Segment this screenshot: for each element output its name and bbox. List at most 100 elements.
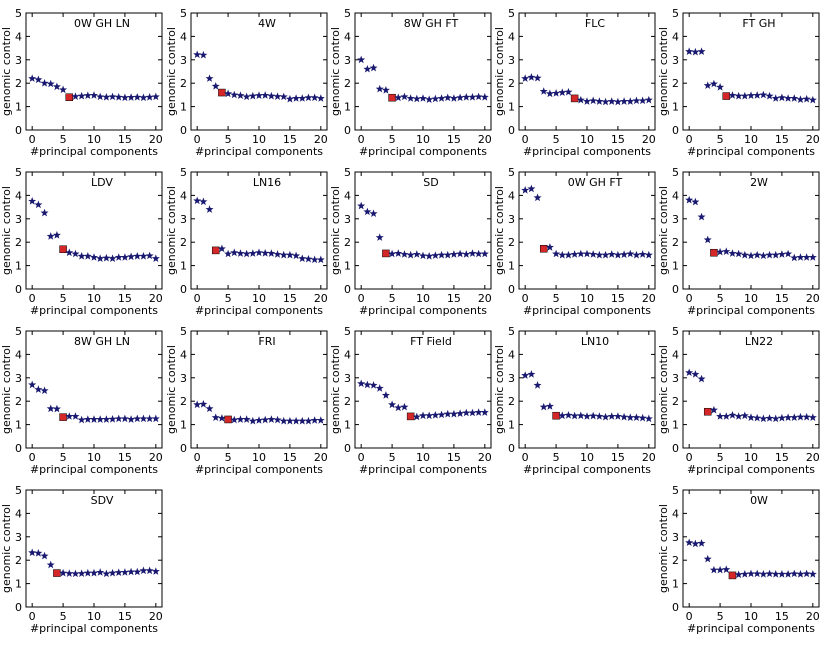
data-point-star	[740, 250, 749, 259]
y-tick-label: 3	[15, 372, 22, 385]
data-point-star	[255, 248, 263, 257]
data-point-star	[52, 82, 61, 91]
x-tick-label: 20	[149, 133, 163, 146]
data-point-star	[734, 570, 743, 579]
data-point-star	[400, 92, 409, 101]
x-tick-label: 5	[553, 292, 560, 305]
y-tick-label: 4	[15, 507, 22, 520]
selected-point-marker	[382, 249, 390, 258]
data-point-star	[777, 93, 786, 102]
data-point-star	[777, 413, 786, 422]
data-point-star	[753, 413, 762, 422]
data-point-star	[285, 250, 294, 259]
data-point-star	[449, 94, 458, 102]
plot-frame	[682, 171, 820, 290]
x-tick-label: 15	[283, 133, 297, 146]
y-tick-label: 5	[15, 484, 22, 497]
panel-flc: 0 1 2 3 4 5 0 5 10 15 20 FLC #principal components ge…	[493, 7, 656, 158]
data-point-star	[127, 567, 136, 576]
x-tick-label: 10	[744, 292, 758, 305]
data-point-star	[261, 249, 270, 257]
x-tick-label: 20	[642, 451, 656, 464]
data-point-star	[777, 250, 786, 258]
data-point-star	[139, 414, 148, 423]
x-tick-label: 20	[806, 133, 820, 146]
data-point-star	[570, 250, 579, 258]
x-axis-label: #principal components	[195, 145, 323, 158]
data-point-star	[468, 249, 477, 257]
y-axis-label: genomic control	[657, 504, 670, 593]
data-point-star	[127, 252, 136, 261]
data-point-star	[607, 412, 616, 420]
data-point-star	[375, 384, 384, 392]
x-tick-label: 10	[416, 451, 430, 464]
data-point-star	[59, 568, 68, 577]
data-point-star	[363, 207, 372, 216]
data-point-star	[193, 400, 202, 409]
y-tick-label: 5	[672, 7, 679, 20]
data-point-star	[638, 96, 647, 105]
data-point-star	[539, 87, 548, 95]
y-tick-label: 5	[180, 7, 187, 20]
data-point-star	[425, 411, 434, 420]
data-point-star	[102, 93, 111, 101]
data-point-star	[28, 197, 37, 205]
data-point-star	[685, 538, 694, 547]
data-point-star	[151, 414, 160, 423]
x-tick-label: 5	[553, 451, 560, 464]
x-axis-label: #principal components	[359, 145, 487, 158]
chart-title: SD	[423, 176, 438, 189]
data-point-star	[394, 249, 403, 257]
data-point-star	[533, 193, 542, 202]
chart-title: 0W GH LN	[74, 17, 130, 30]
data-point-star	[747, 91, 755, 99]
data-point-star	[697, 47, 706, 56]
selected-point-marker	[539, 245, 548, 253]
data-point-star	[298, 416, 307, 425]
x-tick-label: 5	[60, 610, 67, 623]
x-tick-label: 20	[806, 292, 820, 305]
data-point-star	[77, 569, 86, 577]
y-tick-label: 4	[344, 189, 351, 202]
y-tick-label: 3	[508, 54, 515, 67]
data-point-star	[740, 411, 749, 420]
x-tick-label: 10	[252, 133, 266, 146]
data-point-star	[539, 402, 548, 411]
panel-sdv: 0 1 2 3 4 5 0 5 10 15 20 SDV #principal components ge…	[0, 484, 163, 635]
x-tick-label: 5	[225, 292, 232, 305]
data-point-star	[310, 93, 319, 102]
y-tick-label: 0	[672, 283, 679, 296]
data-point-star	[255, 416, 263, 424]
x-tick-label: 15	[118, 610, 132, 623]
data-point-star	[40, 386, 49, 395]
data-point-star	[734, 91, 743, 100]
y-tick-label: 0	[508, 442, 515, 455]
data-point-star	[431, 411, 440, 419]
data-point-star	[691, 370, 700, 378]
x-tick-label: 5	[225, 451, 232, 464]
data-point-star	[261, 415, 270, 424]
data-point-star	[626, 413, 635, 421]
y-tick-label: 2	[508, 236, 515, 249]
data-point-star	[77, 415, 86, 424]
data-point-star	[728, 249, 737, 257]
x-tick-label: 10	[87, 451, 101, 464]
y-tick-label: 1	[15, 419, 22, 432]
data-point-star	[784, 249, 793, 258]
data-point-star	[34, 548, 43, 557]
y-axis-label: genomic control	[0, 504, 13, 593]
data-point-star	[601, 97, 610, 106]
data-point-star	[583, 412, 591, 420]
x-tick-label: 10	[744, 610, 758, 623]
plot-frame	[354, 330, 492, 449]
y-tick-label: 3	[15, 531, 22, 544]
data-point-star	[685, 368, 694, 377]
y-tick-label: 2	[672, 77, 679, 90]
data-point-star	[375, 84, 384, 93]
data-point-star	[734, 412, 743, 420]
x-tick-label: 15	[118, 451, 132, 464]
y-tick-label: 0	[508, 283, 515, 296]
selected-point-marker	[211, 246, 220, 255]
data-point-star	[691, 539, 700, 548]
panel-sd: 0 1 2 3 4 5 0 5 10 15 20 SD #principal components gen…	[329, 166, 492, 317]
